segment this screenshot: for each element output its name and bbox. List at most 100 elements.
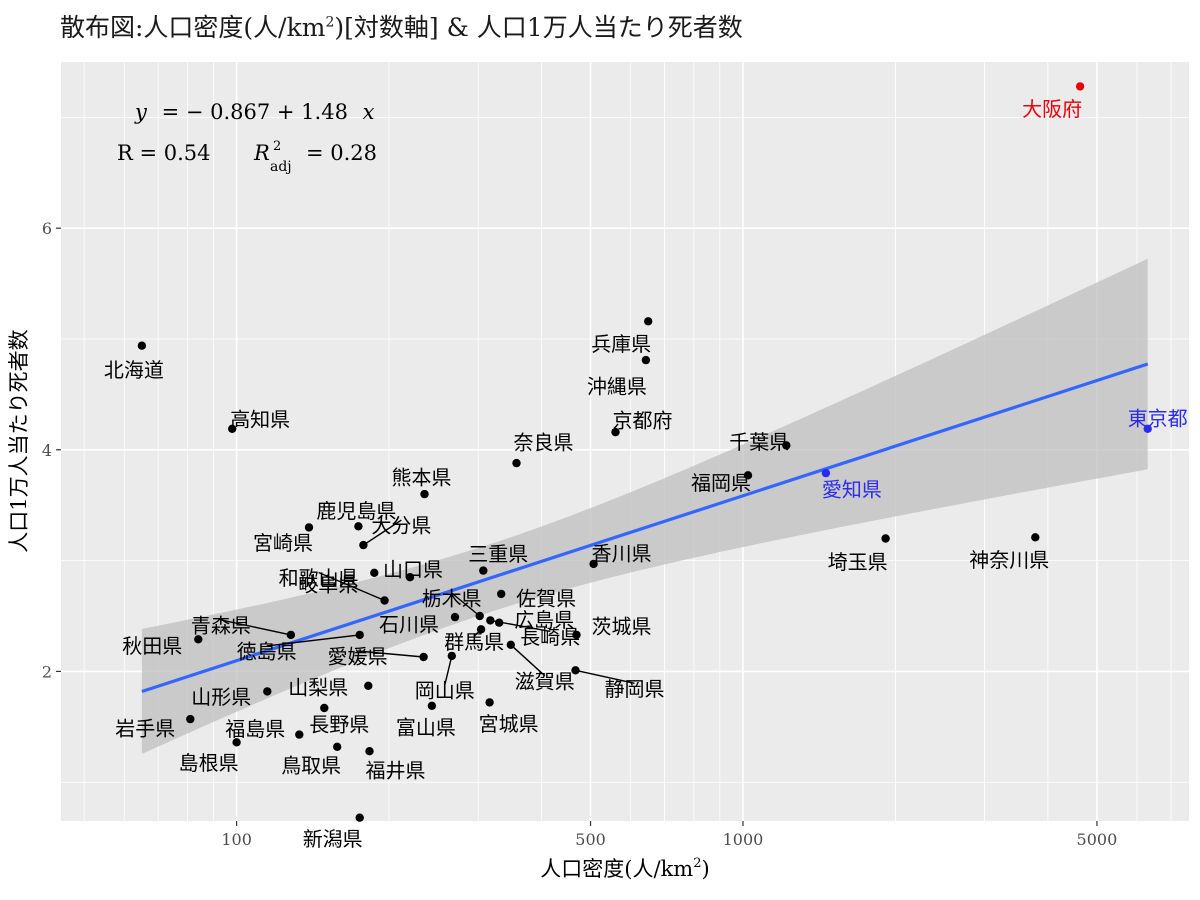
point-label: 奈良県 <box>514 431 574 455</box>
label-leader-line <box>363 519 402 546</box>
point-label: 静岡県 <box>605 677 665 701</box>
label-leader-line <box>266 634 360 647</box>
data-point <box>479 566 488 575</box>
data-point <box>333 742 342 751</box>
label-leader-line <box>357 650 424 658</box>
point-label: 宮崎県 <box>253 531 313 555</box>
point-label: 佐賀県 <box>516 586 576 610</box>
point-label: 長野県 <box>309 713 369 737</box>
label-leader-line <box>575 669 635 684</box>
label-leader-line <box>220 619 292 636</box>
data-point <box>320 703 329 713</box>
data-point <box>365 747 374 756</box>
point-label: 熊本県 <box>392 466 452 490</box>
data-point <box>420 489 429 499</box>
point-label: 鹿児島県 <box>316 499 396 523</box>
point-label: 三重県 <box>468 542 528 566</box>
data-point <box>611 427 620 437</box>
point-label: 愛媛県 <box>328 645 388 669</box>
point-label: 秋田県 <box>122 634 182 658</box>
point-label: 北海道 <box>104 358 164 382</box>
point-label: 沖縄県 <box>587 375 647 399</box>
point-label: 山梨県 <box>288 675 348 699</box>
point-label: 兵庫県 <box>591 332 651 356</box>
label-leader-line <box>318 571 385 602</box>
svg-text:R: R <box>253 141 270 165</box>
point-label: 青森県 <box>191 613 251 637</box>
point-label: 埼玉県 <box>828 550 888 574</box>
point-label: 長崎県 <box>520 625 580 649</box>
data-point <box>881 534 890 543</box>
point-label: 岡山県 <box>415 678 475 702</box>
data-point <box>743 471 753 480</box>
data-point <box>1143 424 1152 433</box>
label-leader-line <box>451 592 481 617</box>
data-point <box>641 355 651 365</box>
point-label: 千葉県 <box>729 430 789 454</box>
point-label: 和歌山県 <box>279 566 359 590</box>
data-point <box>821 468 831 478</box>
point-label: 徳島県 <box>237 639 297 663</box>
data-point <box>450 612 460 622</box>
point-label: 石川県 <box>379 613 439 637</box>
data-point <box>589 559 598 569</box>
point-label: 新潟県 <box>303 827 363 851</box>
point-label: 山口県 <box>383 558 443 582</box>
data-point <box>263 687 272 696</box>
x-tick-label: 5000 <box>1077 830 1118 849</box>
y-tick-label: 2 <box>42 662 52 681</box>
point-label: 山形県 <box>191 685 251 709</box>
chart-title: 散布図:人口密度(人/km2)[対数軸] & 人口1万人当たり死者数 <box>60 13 743 42</box>
data-point <box>427 701 437 710</box>
data-point <box>1031 533 1040 542</box>
data-point <box>512 458 521 468</box>
correlation-r: R = 0.54 <box>117 141 211 165</box>
data-point <box>405 573 415 582</box>
data-point <box>354 522 363 531</box>
point-label: 茨城県 <box>592 614 652 638</box>
data-point <box>364 681 373 690</box>
point-label: 栃木県 <box>422 587 482 611</box>
data-point <box>572 630 581 640</box>
point-label: 大分県 <box>371 514 431 538</box>
point-label: 愛知県 <box>822 478 882 502</box>
axis-ticks: 100 500 1000 5000 2 4 6 <box>42 219 1117 849</box>
fit-line <box>141 362 1149 694</box>
point-label: 神奈川県 <box>969 548 1049 572</box>
point-label: 東京都 <box>1128 406 1188 430</box>
adjusted-r-squared: R 2 adj = 0.28 <box>253 139 377 175</box>
x-axis-label: 人口密度(人/km2) <box>540 856 709 881</box>
label-leader-line <box>473 628 482 637</box>
point-label: 鳥取県 <box>281 753 341 777</box>
point-label: 岩手県 <box>115 717 175 741</box>
y-axis-label: 人口1万人当たり死者数 <box>7 329 31 552</box>
data-point <box>485 698 494 707</box>
point-label: 滋賀県 <box>515 669 575 693</box>
regression-equation: y = − 0.867 + 1.48 x <box>134 100 375 124</box>
data-point <box>304 523 314 532</box>
point-label: 京都府 <box>613 409 673 433</box>
data-point <box>186 714 195 724</box>
point-label: 福井県 <box>366 759 426 783</box>
data-point <box>228 424 237 433</box>
label-leader-line <box>510 644 546 677</box>
point-label: 高知県 <box>230 407 290 431</box>
x-tick-label: 1000 <box>723 830 764 849</box>
point-label: 福島県 <box>225 717 285 741</box>
data-point <box>1075 82 1085 91</box>
confidence-band <box>141 258 1148 754</box>
data-point <box>194 635 203 644</box>
svg-text:2: 2 <box>273 139 281 154</box>
data-point <box>370 568 379 577</box>
data-point <box>782 441 791 450</box>
point-label: 富山県 <box>396 715 456 739</box>
data-point <box>232 738 241 747</box>
point-label: 香川県 <box>592 541 652 565</box>
point-label: 島根県 <box>179 751 239 775</box>
data-point <box>497 589 506 599</box>
point-label: 大阪府 <box>1022 97 1082 121</box>
point-label: 宮城県 <box>479 712 539 736</box>
point-label: 広島県 <box>514 608 574 632</box>
